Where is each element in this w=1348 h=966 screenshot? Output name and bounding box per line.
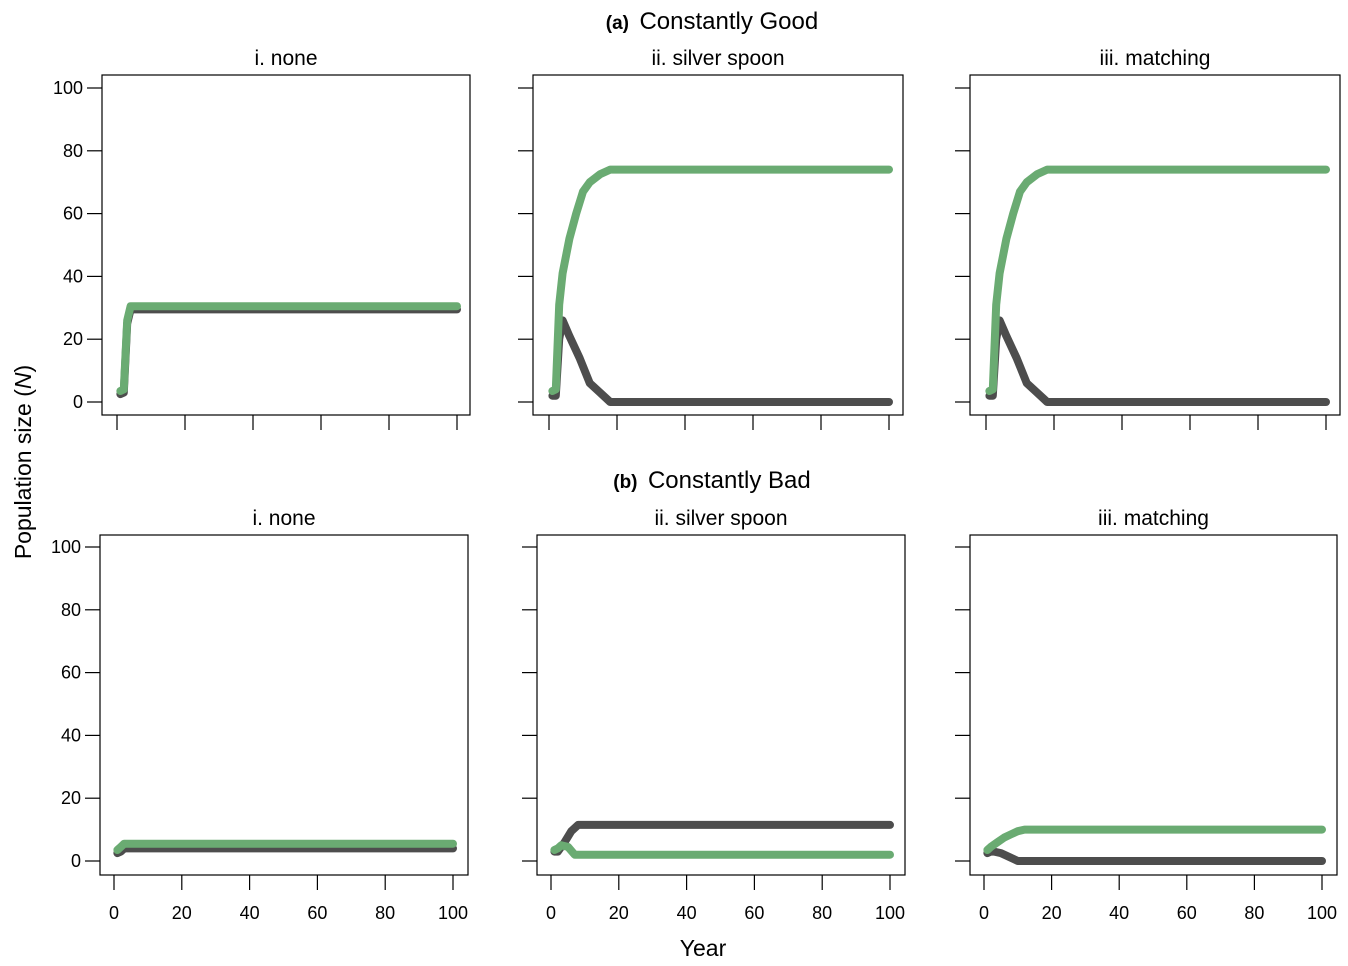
panel-title: i. none xyxy=(254,47,317,70)
y-tick-label: 60 xyxy=(63,204,83,224)
chart-panel-1: i. none 0 20 40 60 80 100 xyxy=(53,47,471,430)
series-line-1 xyxy=(985,316,1330,406)
y-axis-label-suffix: ) xyxy=(10,365,36,373)
series-line-1 xyxy=(983,847,1326,865)
x-tick-label: 20 xyxy=(1042,903,1062,923)
x-tick-label: 80 xyxy=(375,903,395,923)
x-tick-label: 40 xyxy=(677,903,697,923)
series-line-2 xyxy=(985,165,1330,395)
section-title-b: (b) Constantly Bad xyxy=(613,467,810,494)
panel-title: iii. matching xyxy=(1098,507,1209,530)
series-line-2 xyxy=(548,165,893,395)
y-tick-label: 0 xyxy=(71,851,81,871)
section-tag-b: (b) xyxy=(613,472,637,493)
x-tick-label: 100 xyxy=(875,903,905,923)
x-tick-label: 0 xyxy=(979,903,989,923)
y-axis-label-var: N xyxy=(10,372,36,389)
series-line-1 xyxy=(550,820,894,856)
y-tick-label: 20 xyxy=(63,329,83,349)
series-line-1 xyxy=(548,316,893,406)
x-tick-label: 60 xyxy=(744,903,764,923)
plot-frame xyxy=(532,74,904,416)
y-tick-label: 0 xyxy=(73,392,83,412)
panel-group: i. none 0 20 40 60 80 100 ii. silver spoon iii. … xyxy=(51,47,1341,923)
plot-frame xyxy=(101,74,471,416)
x-axis-label: Year xyxy=(680,935,727,961)
x-tick-label: 40 xyxy=(240,903,260,923)
y-tick-label: 20 xyxy=(61,788,81,808)
x-tick-label: 60 xyxy=(307,903,327,923)
x-tick-label: 40 xyxy=(1109,903,1129,923)
series-line-2 xyxy=(116,302,461,395)
series-line-2 xyxy=(983,825,1326,854)
section-name-a: Constantly Good xyxy=(639,8,818,35)
y-axis-label: Population size (N) xyxy=(10,365,36,559)
x-tick-label: 100 xyxy=(438,903,468,923)
y-tick-label: 80 xyxy=(61,600,81,620)
y-tick-label: 40 xyxy=(61,725,81,745)
chart-panel-6: iii. matching 0 20 40 60 80 100 xyxy=(955,507,1338,923)
x-tick-label: 0 xyxy=(546,903,556,923)
y-tick-label: 100 xyxy=(53,78,83,98)
x-tick-label: 80 xyxy=(812,903,832,923)
section-name-b: Constantly Bad xyxy=(648,467,811,494)
plot-frame xyxy=(969,534,1338,876)
series-line-2 xyxy=(113,839,457,854)
x-tick-label: 0 xyxy=(109,903,119,923)
series-line-1 xyxy=(113,844,457,858)
chart-panel-4: i. none 0 20 40 60 80 100 0 20 40 60 80 100 xyxy=(51,507,469,923)
x-tick-label: 100 xyxy=(1307,903,1337,923)
panel-title: iii. matching xyxy=(1100,47,1211,70)
x-tick-label: 80 xyxy=(1244,903,1264,923)
x-tick-label: 20 xyxy=(609,903,629,923)
chart-panel-3: iii. matching xyxy=(955,47,1341,430)
plot-frame xyxy=(969,74,1341,416)
chart-panel-5: ii. silver spoon 0 20 40 60 80 100 xyxy=(522,507,906,923)
panel-title: ii. silver spoon xyxy=(654,507,787,530)
chart-panel-2: ii. silver spoon xyxy=(518,47,904,430)
panel-title: ii. silver spoon xyxy=(651,47,784,70)
plot-frame xyxy=(536,534,906,876)
y-tick-label: 100 xyxy=(51,537,81,557)
x-tick-label: 20 xyxy=(172,903,192,923)
panel-title: i. none xyxy=(252,507,315,530)
series-line-1 xyxy=(116,305,461,399)
y-axis-label-prefix: Population size ( xyxy=(10,389,36,559)
y-tick-label: 60 xyxy=(61,663,81,683)
section-tag-a: (a) xyxy=(606,13,629,34)
y-tick-label: 40 xyxy=(63,266,83,286)
plot-frame xyxy=(99,534,469,876)
section-title-a: (a) Constantly Good xyxy=(606,8,818,35)
y-tick-label: 80 xyxy=(63,141,83,161)
series-line-2 xyxy=(550,841,894,859)
x-tick-label: 60 xyxy=(1177,903,1197,923)
